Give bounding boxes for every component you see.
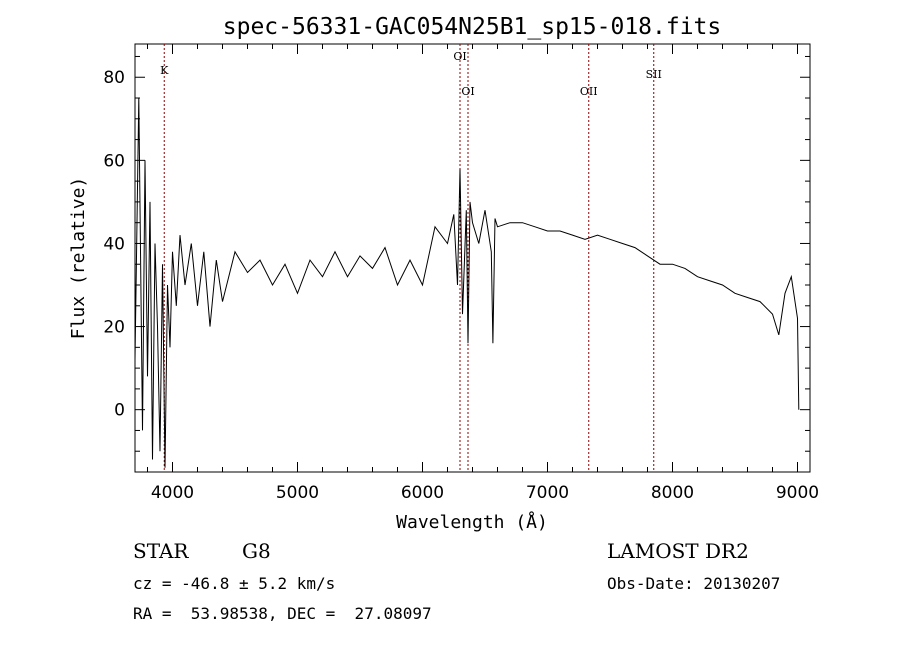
coordinates-line: RA = 53.98538, DEC = 27.08097 — [133, 604, 432, 623]
observation-date: Obs-Date: 20130207 — [607, 574, 781, 593]
spectrum-line — [134, 97, 800, 468]
y-tick-label: 0 — [114, 401, 125, 421]
x-axis-label: Wavelength (Å) — [396, 511, 548, 533]
line-marker-label: OI — [461, 85, 474, 98]
redshift-line: cz = -46.8 ± 5.2 km/s — [133, 574, 336, 593]
plot-frame — [134, 43, 811, 473]
survey-name: LAMOST DR2 — [607, 539, 749, 563]
y-tick-label: 20 — [103, 318, 125, 338]
axes: 4000 5000 6000 7000 8000 9000 0 20 40 60 80 — [103, 44, 819, 503]
x-tick-label: 5000 — [276, 483, 319, 503]
x-tick-label: 9000 — [776, 483, 819, 503]
x-tick-label: 4000 — [151, 483, 194, 503]
line-marker-label: SII — [646, 68, 662, 81]
y-tick-label: 40 — [103, 234, 125, 254]
x-tick-label: 7000 — [526, 483, 569, 503]
line-marker-label: K — [160, 64, 169, 77]
x-tick-label: 6000 — [401, 483, 444, 503]
x-tick-label: 8000 — [651, 483, 694, 503]
line-marker-label: OI — [453, 50, 466, 63]
chart-title: spec-56331-GAC054N25B1_sp15-018.fits — [223, 14, 722, 40]
spectral-line-markers: K OI OI OII SII — [160, 44, 662, 472]
object-class: STAR — [133, 539, 189, 563]
line-marker-label: OII — [580, 85, 598, 98]
y-axis-label: Flux (relative) — [68, 177, 89, 340]
y-tick-label: 60 — [103, 151, 125, 171]
y-tick-label: 80 — [103, 68, 125, 88]
object-subclass: G8 — [242, 539, 271, 563]
